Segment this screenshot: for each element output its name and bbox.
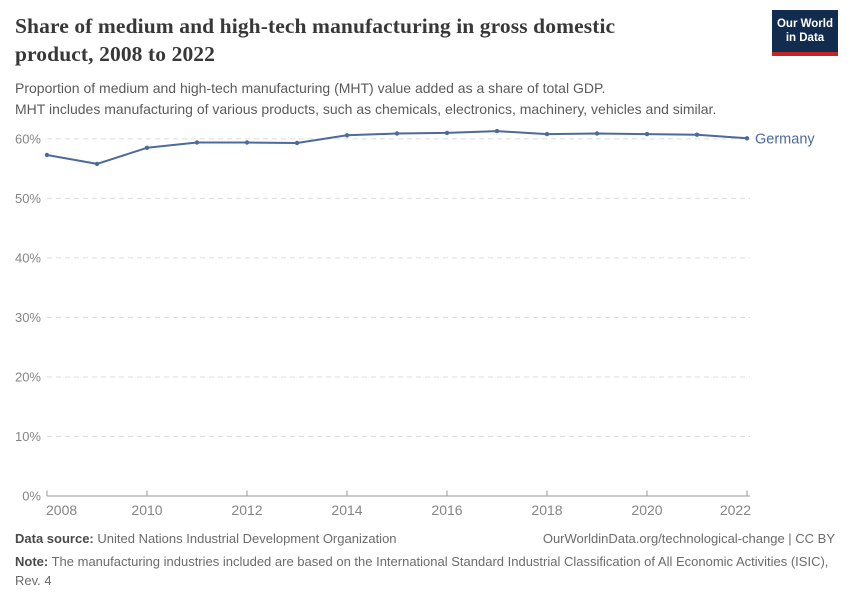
- subtitle-line-1: Proportion of medium and high-tech manuf…: [15, 79, 606, 96]
- data-point-germany-2013[interactable]: [294, 140, 300, 146]
- chart-note: Note: The manufacturing industries inclu…: [15, 553, 835, 591]
- data-source-label: Data source:: [15, 531, 94, 546]
- x-axis-label: 2022: [720, 502, 751, 518]
- chart-area[interactable]: 0% 10% 20% 30% 40% 50% 60% 2008 2010 2012 2014 2016…: [0, 118, 850, 530]
- y-axis-label: 20%: [15, 369, 41, 384]
- x-axis-label: 2010: [131, 502, 162, 518]
- attribution-link[interactable]: OurWorldinData.org/technological-change …: [542, 531, 835, 546]
- logo-line-1: Our World: [776, 18, 833, 30]
- data-source-value: United Nations Industrial Development Or…: [97, 531, 397, 546]
- note-label: Note:: [15, 553, 49, 569]
- data-point-germany-2014[interactable]: [344, 133, 350, 138]
- x-axis-label: 2018: [531, 502, 562, 518]
- chart-subtitle: Proportion of medium and high-tech manuf…: [15, 78, 765, 121]
- chart-header: Share of medium and high-tech manufactur…: [15, 12, 765, 120]
- y-axis-label: 10%: [15, 429, 41, 444]
- series-label-germany[interactable]: Germany: [755, 131, 815, 147]
- y-axis-label: 30%: [15, 310, 41, 325]
- subtitle-line-2: MHT includes manufacturing of various pr…: [15, 101, 717, 118]
- chart-title: Share of medium and high-tech manufactur…: [15, 14, 616, 67]
- x-axis-label: 2008: [46, 502, 77, 518]
- data-point-germany-2011[interactable]: [194, 140, 200, 145]
- data-point-germany-2016[interactable]: [444, 130, 450, 136]
- note-value: The manufacturing industries included ar…: [15, 553, 829, 588]
- data-point-germany-2012[interactable]: [244, 140, 250, 145]
- logo-line-2: in Data: [785, 32, 825, 45]
- data-point-germany-2019[interactable]: [594, 131, 600, 136]
- data-point-germany-2009[interactable]: [94, 161, 100, 167]
- line-chart[interactable]: 0% 10% 20% 30% 40% 50% 60% 2008 2010 2012 2014 2016…: [0, 118, 850, 530]
- data-point-germany-2017[interactable]: [494, 128, 500, 134]
- data-point-germany-2022[interactable]: [744, 136, 750, 141]
- data-point-germany-2020[interactable]: [644, 131, 650, 137]
- x-axis-label: 2014: [331, 502, 362, 518]
- data-point-germany-2008[interactable]: [44, 152, 50, 158]
- data-point-germany-2018[interactable]: [544, 131, 550, 137]
- x-axis-label: 2020: [631, 502, 662, 518]
- x-axis-label: 2016: [431, 502, 462, 518]
- y-axis-label: 0%: [22, 489, 41, 504]
- owid-logo[interactable]: Our World in Data: [772, 10, 838, 56]
- y-axis-label: 40%: [15, 250, 41, 265]
- data-point-germany-2021[interactable]: [694, 132, 700, 137]
- y-axis-label: 50%: [15, 191, 41, 206]
- chart-footer: Data source: United Nations Industrial D…: [15, 530, 835, 591]
- data-source: Data source: United Nations Industrial D…: [15, 530, 397, 549]
- y-axis-label: 60%: [15, 131, 41, 146]
- data-point-germany-2015[interactable]: [394, 131, 400, 136]
- x-axis-label: 2012: [231, 502, 262, 518]
- series-line-germany[interactable]: [46, 130, 748, 165]
- data-point-germany-2010[interactable]: [144, 145, 150, 150]
